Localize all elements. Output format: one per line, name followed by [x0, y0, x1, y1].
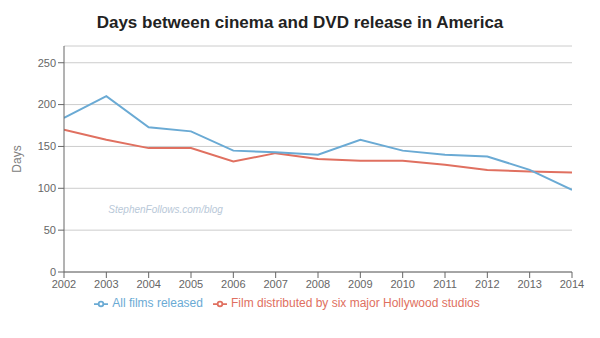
svg-text:2005: 2005 [179, 278, 203, 290]
svg-text:100: 100 [38, 182, 56, 194]
svg-text:2009: 2009 [348, 278, 372, 290]
svg-text:0: 0 [50, 266, 56, 278]
svg-text:2014: 2014 [560, 278, 584, 290]
svg-text:Days: Days [10, 145, 24, 172]
svg-text:250: 250 [38, 57, 56, 69]
svg-text:200: 200 [38, 98, 56, 110]
svg-text:50: 50 [44, 224, 56, 236]
svg-text:2008: 2008 [306, 278, 330, 290]
html-text:All films released: All films released [112, 296, 203, 310]
svg-text:2013: 2013 [517, 278, 541, 290]
svg-text:2007: 2007 [263, 278, 287, 290]
svg-text:2010: 2010 [390, 278, 414, 290]
svg-text:2004: 2004 [136, 278, 160, 290]
svg-text:2002: 2002 [52, 278, 76, 290]
html-text:Film distributed by six major: Film distributed by six major Hollywood … [231, 296, 480, 310]
svg-text:150: 150 [38, 140, 56, 152]
svg-text:2011: 2011 [433, 278, 457, 290]
html-text:Days between cinema and DVD re: Days between cinema and DVD release in A… [96, 13, 504, 32]
html-text:StephenFollows.com/blog: StephenFollows.com/blog [108, 203, 223, 215]
svg-text:2003: 2003 [94, 278, 118, 290]
svg-text:2006: 2006 [221, 278, 245, 290]
svg-text:2012: 2012 [475, 278, 499, 290]
